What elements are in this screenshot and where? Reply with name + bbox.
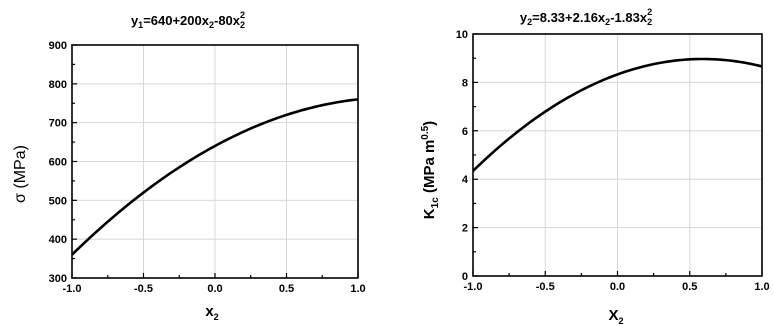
chart-left-y-axis-label: σ (MPa) (12, 145, 29, 203)
y-tick-label: 0 (462, 271, 468, 283)
chart-right-grid (473, 34, 762, 276)
chart-right-title: y2=8.33+2.16x2-1.83x22 (520, 7, 652, 27)
x-tick-label: 1.0 (754, 281, 769, 293)
x-tick-label: -1.0 (464, 281, 483, 293)
y-tick-label: 300 (49, 273, 67, 285)
y-tick-label: 400 (49, 234, 67, 246)
x-tick-label: 0.5 (279, 283, 294, 295)
x-tick-label: -0.5 (536, 281, 555, 293)
x-tick-label: 0.5 (682, 281, 697, 293)
y-tick-label: 8 (462, 77, 468, 89)
y-tick-label: 10 (456, 29, 468, 41)
y-tick-label: 4 (462, 174, 469, 186)
y-tick-label: 2 (462, 223, 468, 235)
chart-right-ticks: -1.0 -0.5 0.0 0.5 1.0 0 2 4 6 8 10 (456, 29, 770, 293)
x-tick-label: -0.5 (134, 283, 153, 295)
chart-right-y-axis-label: K1c (MPa m0.5) (420, 121, 441, 219)
x-tick-label: -1.0 (63, 283, 82, 295)
chart-right: -1.0 -0.5 0.0 0.5 1.0 0 2 4 6 8 10 y2=8.33+2.16x2-… (420, 7, 770, 326)
chart-left-curve (71, 98, 359, 256)
chart-left-ticks: -1.0 -0.5 0.0 0.5 1.0 300 400 500 600 700 800 900 (49, 40, 366, 295)
x-tick-label: 0.0 (207, 283, 222, 295)
y-tick-label: 600 (49, 157, 67, 169)
chart-left: -1.0 -0.5 0.0 0.5 1.0 300 400 500 600 700 800 900 y… (12, 10, 366, 322)
chart-left-title: y1=640+200x2-80x22 (131, 10, 245, 30)
x-tick-label: 1.0 (350, 283, 365, 295)
chart-left-grid (72, 45, 358, 278)
y-tick-label: 700 (49, 118, 67, 130)
y-tick-label: 6 (462, 126, 468, 138)
y-tick-label: 900 (49, 40, 67, 52)
chart-right-curve (472, 57, 763, 172)
chart-left-x-axis-label: x2 (205, 303, 218, 322)
x-tick-label: 0.0 (610, 281, 625, 293)
y-tick-label: 500 (49, 195, 67, 207)
y-tick-label: 800 (49, 79, 67, 91)
chart-right-x-axis-label: X2 (608, 307, 623, 326)
